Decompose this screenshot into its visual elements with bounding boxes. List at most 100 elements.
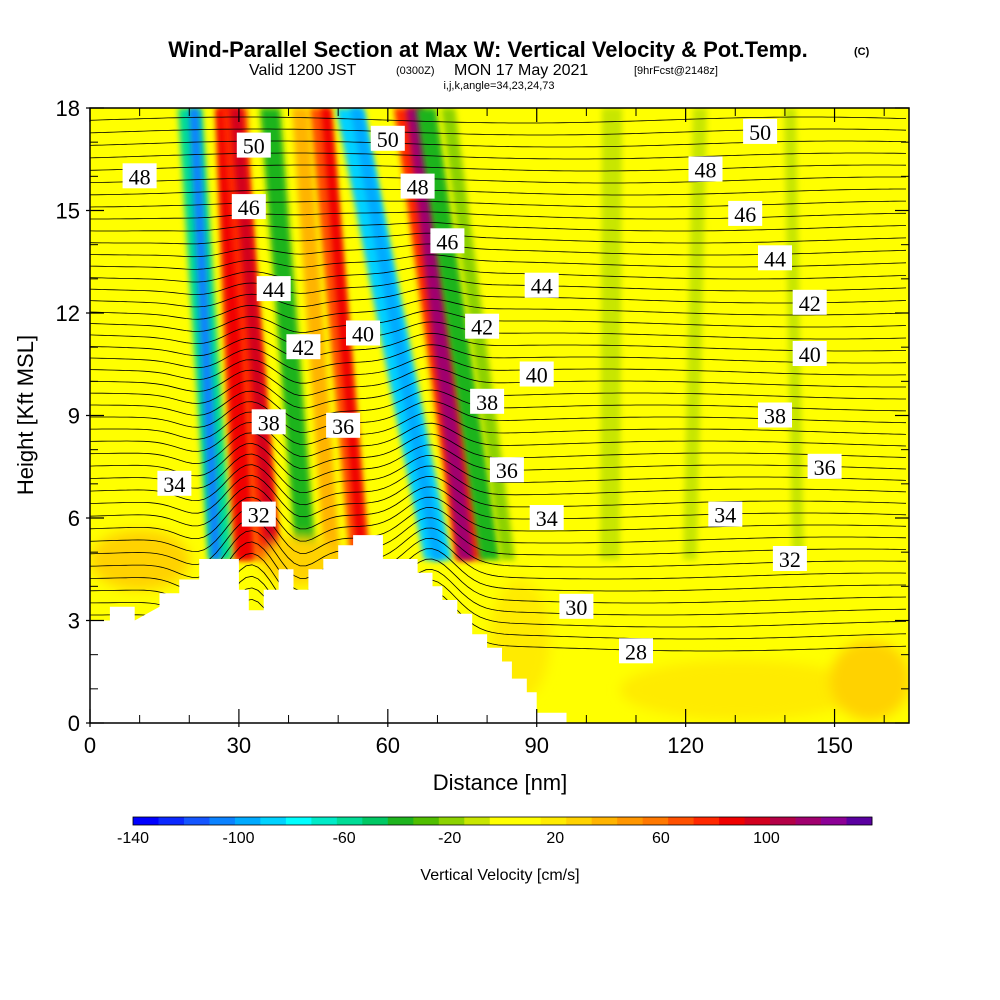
contour-label-text: 36 — [332, 414, 354, 439]
contour-label: 42 — [465, 313, 500, 340]
contour-label-box — [743, 118, 778, 144]
field-band — [683, 108, 707, 560]
contour-label-text: 32 — [248, 503, 270, 528]
contour-label-text: 38 — [476, 390, 498, 415]
field-bands — [90, 108, 909, 720]
contour-label-text: 36 — [814, 455, 836, 480]
field-band — [416, 108, 500, 560]
theta-contour — [90, 188, 906, 196]
colorbar-swatch — [438, 817, 465, 825]
contour-label: 32 — [241, 501, 276, 528]
subtitle-valid: Valid 1200 JST — [249, 62, 357, 79]
field-patch — [830, 640, 909, 720]
colorbar-frame — [132, 816, 873, 826]
theta-contour — [90, 200, 906, 208]
theta-contour — [90, 366, 906, 397]
x-axis: 0 30 60 90 120 150 — [84, 108, 885, 758]
contour-label: 32 — [772, 546, 807, 572]
theta-contour — [90, 422, 907, 458]
contour-label-box — [400, 173, 435, 199]
contour-label: 46 — [231, 194, 266, 220]
velocity-field — [90, 108, 909, 723]
colorbar: -140 -100 -60 -20 20 60 100 — [117, 816, 873, 847]
contour-label-box — [430, 228, 465, 254]
contour-label-box — [256, 276, 291, 302]
colorbar-label: Vertical Velocity [cm/s] — [420, 867, 579, 884]
contour-label-box — [524, 272, 559, 298]
colorbar-swatch — [311, 817, 338, 825]
contour-label-box — [346, 320, 380, 346]
theta-contour — [90, 164, 907, 172]
colorbar-swatch — [413, 817, 440, 825]
colorbar-swatch — [591, 817, 618, 825]
x-axis-label: Distance [nm] — [433, 770, 568, 795]
colorbar-swatch — [668, 817, 695, 825]
colorbar-swatch — [693, 817, 720, 825]
contour-label: 50 — [743, 118, 778, 145]
field-band — [350, 108, 444, 560]
contour-label-text: 30 — [565, 595, 587, 620]
contour-label-text: 34 — [536, 506, 558, 531]
contour-label-box — [326, 412, 361, 438]
colorbar-swatch — [387, 817, 414, 825]
contour-label: 38 — [470, 388, 505, 415]
contour-label: 42 — [792, 289, 827, 316]
x-tick-label: 30 — [227, 733, 251, 758]
subtitle-date: MON 17 May 2021 — [454, 62, 588, 79]
colorbar-swatch — [744, 817, 771, 825]
contour-label: 40 — [792, 341, 827, 367]
colorbar-swatch — [183, 817, 210, 825]
contour-label: 50 — [370, 125, 405, 152]
colorbar-swatch — [617, 817, 644, 825]
contour-label-box — [529, 505, 564, 530]
colorbar-swatch — [515, 817, 542, 825]
contour-label: 30 — [559, 593, 594, 620]
y-tick-label: 15 — [56, 199, 80, 224]
theta-contour — [90, 496, 907, 542]
contour-label-box — [772, 546, 807, 571]
colorbar-swatch — [821, 817, 847, 825]
contour-label-text: 32 — [779, 547, 801, 572]
contour-label-box — [708, 501, 743, 527]
contour-label-text: 40 — [352, 322, 374, 347]
theta-contour — [90, 287, 907, 308]
contour-label-box — [519, 361, 554, 387]
contour-label-text: 40 — [799, 342, 821, 367]
field-patch — [90, 530, 190, 590]
contour-label: 44 — [256, 276, 291, 302]
colorbar-swatch — [133, 817, 159, 825]
contour-label: 36 — [489, 457, 524, 483]
theta-contour — [90, 232, 907, 245]
colorbar-swatch — [234, 817, 261, 825]
contour-label-box — [619, 638, 653, 664]
contour-label-box — [251, 409, 286, 435]
y-tick-label: 12 — [56, 301, 80, 326]
contour-label: 48 — [400, 173, 435, 200]
theta-contour — [90, 332, 907, 359]
contour-label-box — [758, 402, 792, 428]
field-patch — [620, 660, 860, 720]
contour-label-text: 40 — [526, 363, 548, 388]
contour-label-text: 42 — [471, 315, 493, 340]
theta-contour — [90, 517, 907, 567]
contour-label-box — [231, 194, 266, 220]
field-band — [321, 108, 367, 560]
colorbar-swatch — [846, 817, 873, 825]
theta-contour — [90, 276, 907, 295]
x-tick-label: 120 — [667, 733, 704, 758]
contour-label-text: 36 — [496, 458, 518, 483]
colorbar-swatch — [362, 817, 389, 825]
y-tick-label: 9 — [68, 404, 80, 429]
contour-label-text: 44 — [531, 274, 553, 299]
contour-label-box — [370, 125, 405, 151]
contour-label: 28 — [619, 638, 653, 664]
field-band — [260, 108, 316, 560]
contour-label-box — [286, 334, 321, 360]
y-tick-label: 18 — [56, 96, 80, 121]
contour-label: 40 — [519, 361, 554, 388]
contour-label: 38 — [251, 409, 286, 435]
colorbar-swatch — [336, 817, 363, 825]
contour-label-box — [470, 388, 505, 414]
